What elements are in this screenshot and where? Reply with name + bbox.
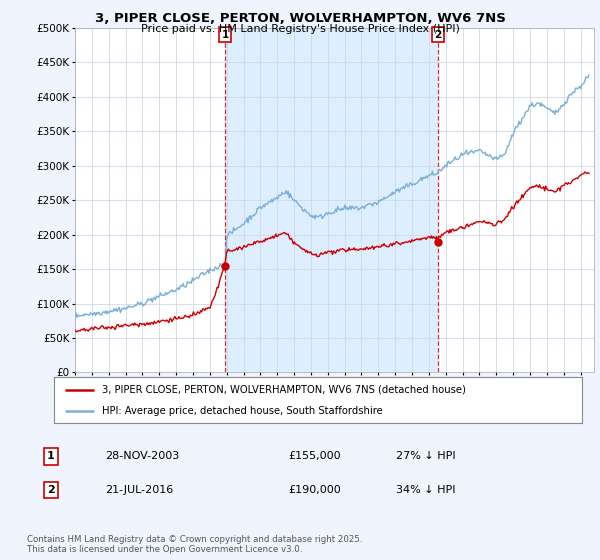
Text: Price paid vs. HM Land Registry's House Price Index (HPI): Price paid vs. HM Land Registry's House …: [140, 24, 460, 34]
Text: 3, PIPER CLOSE, PERTON, WOLVERHAMPTON, WV6 7NS: 3, PIPER CLOSE, PERTON, WOLVERHAMPTON, W…: [95, 12, 505, 25]
Text: HPI: Average price, detached house, South Staffordshire: HPI: Average price, detached house, Sout…: [101, 407, 382, 416]
Bar: [225, 28, 438, 372]
Text: 1: 1: [47, 451, 55, 461]
Text: 2: 2: [47, 485, 55, 495]
Text: 2: 2: [434, 30, 442, 40]
Text: 28-NOV-2003: 28-NOV-2003: [105, 451, 179, 461]
Text: 3, PIPER CLOSE, PERTON, WOLVERHAMPTON, WV6 7NS (detached house): 3, PIPER CLOSE, PERTON, WOLVERHAMPTON, W…: [101, 385, 466, 395]
Text: 27% ↓ HPI: 27% ↓ HPI: [396, 451, 455, 461]
Text: 1: 1: [221, 30, 229, 40]
Text: 21-JUL-2016: 21-JUL-2016: [105, 485, 173, 495]
Text: 34% ↓ HPI: 34% ↓ HPI: [396, 485, 455, 495]
Text: Contains HM Land Registry data © Crown copyright and database right 2025.
This d: Contains HM Land Registry data © Crown c…: [27, 535, 362, 554]
Text: £190,000: £190,000: [288, 485, 341, 495]
Text: £155,000: £155,000: [288, 451, 341, 461]
